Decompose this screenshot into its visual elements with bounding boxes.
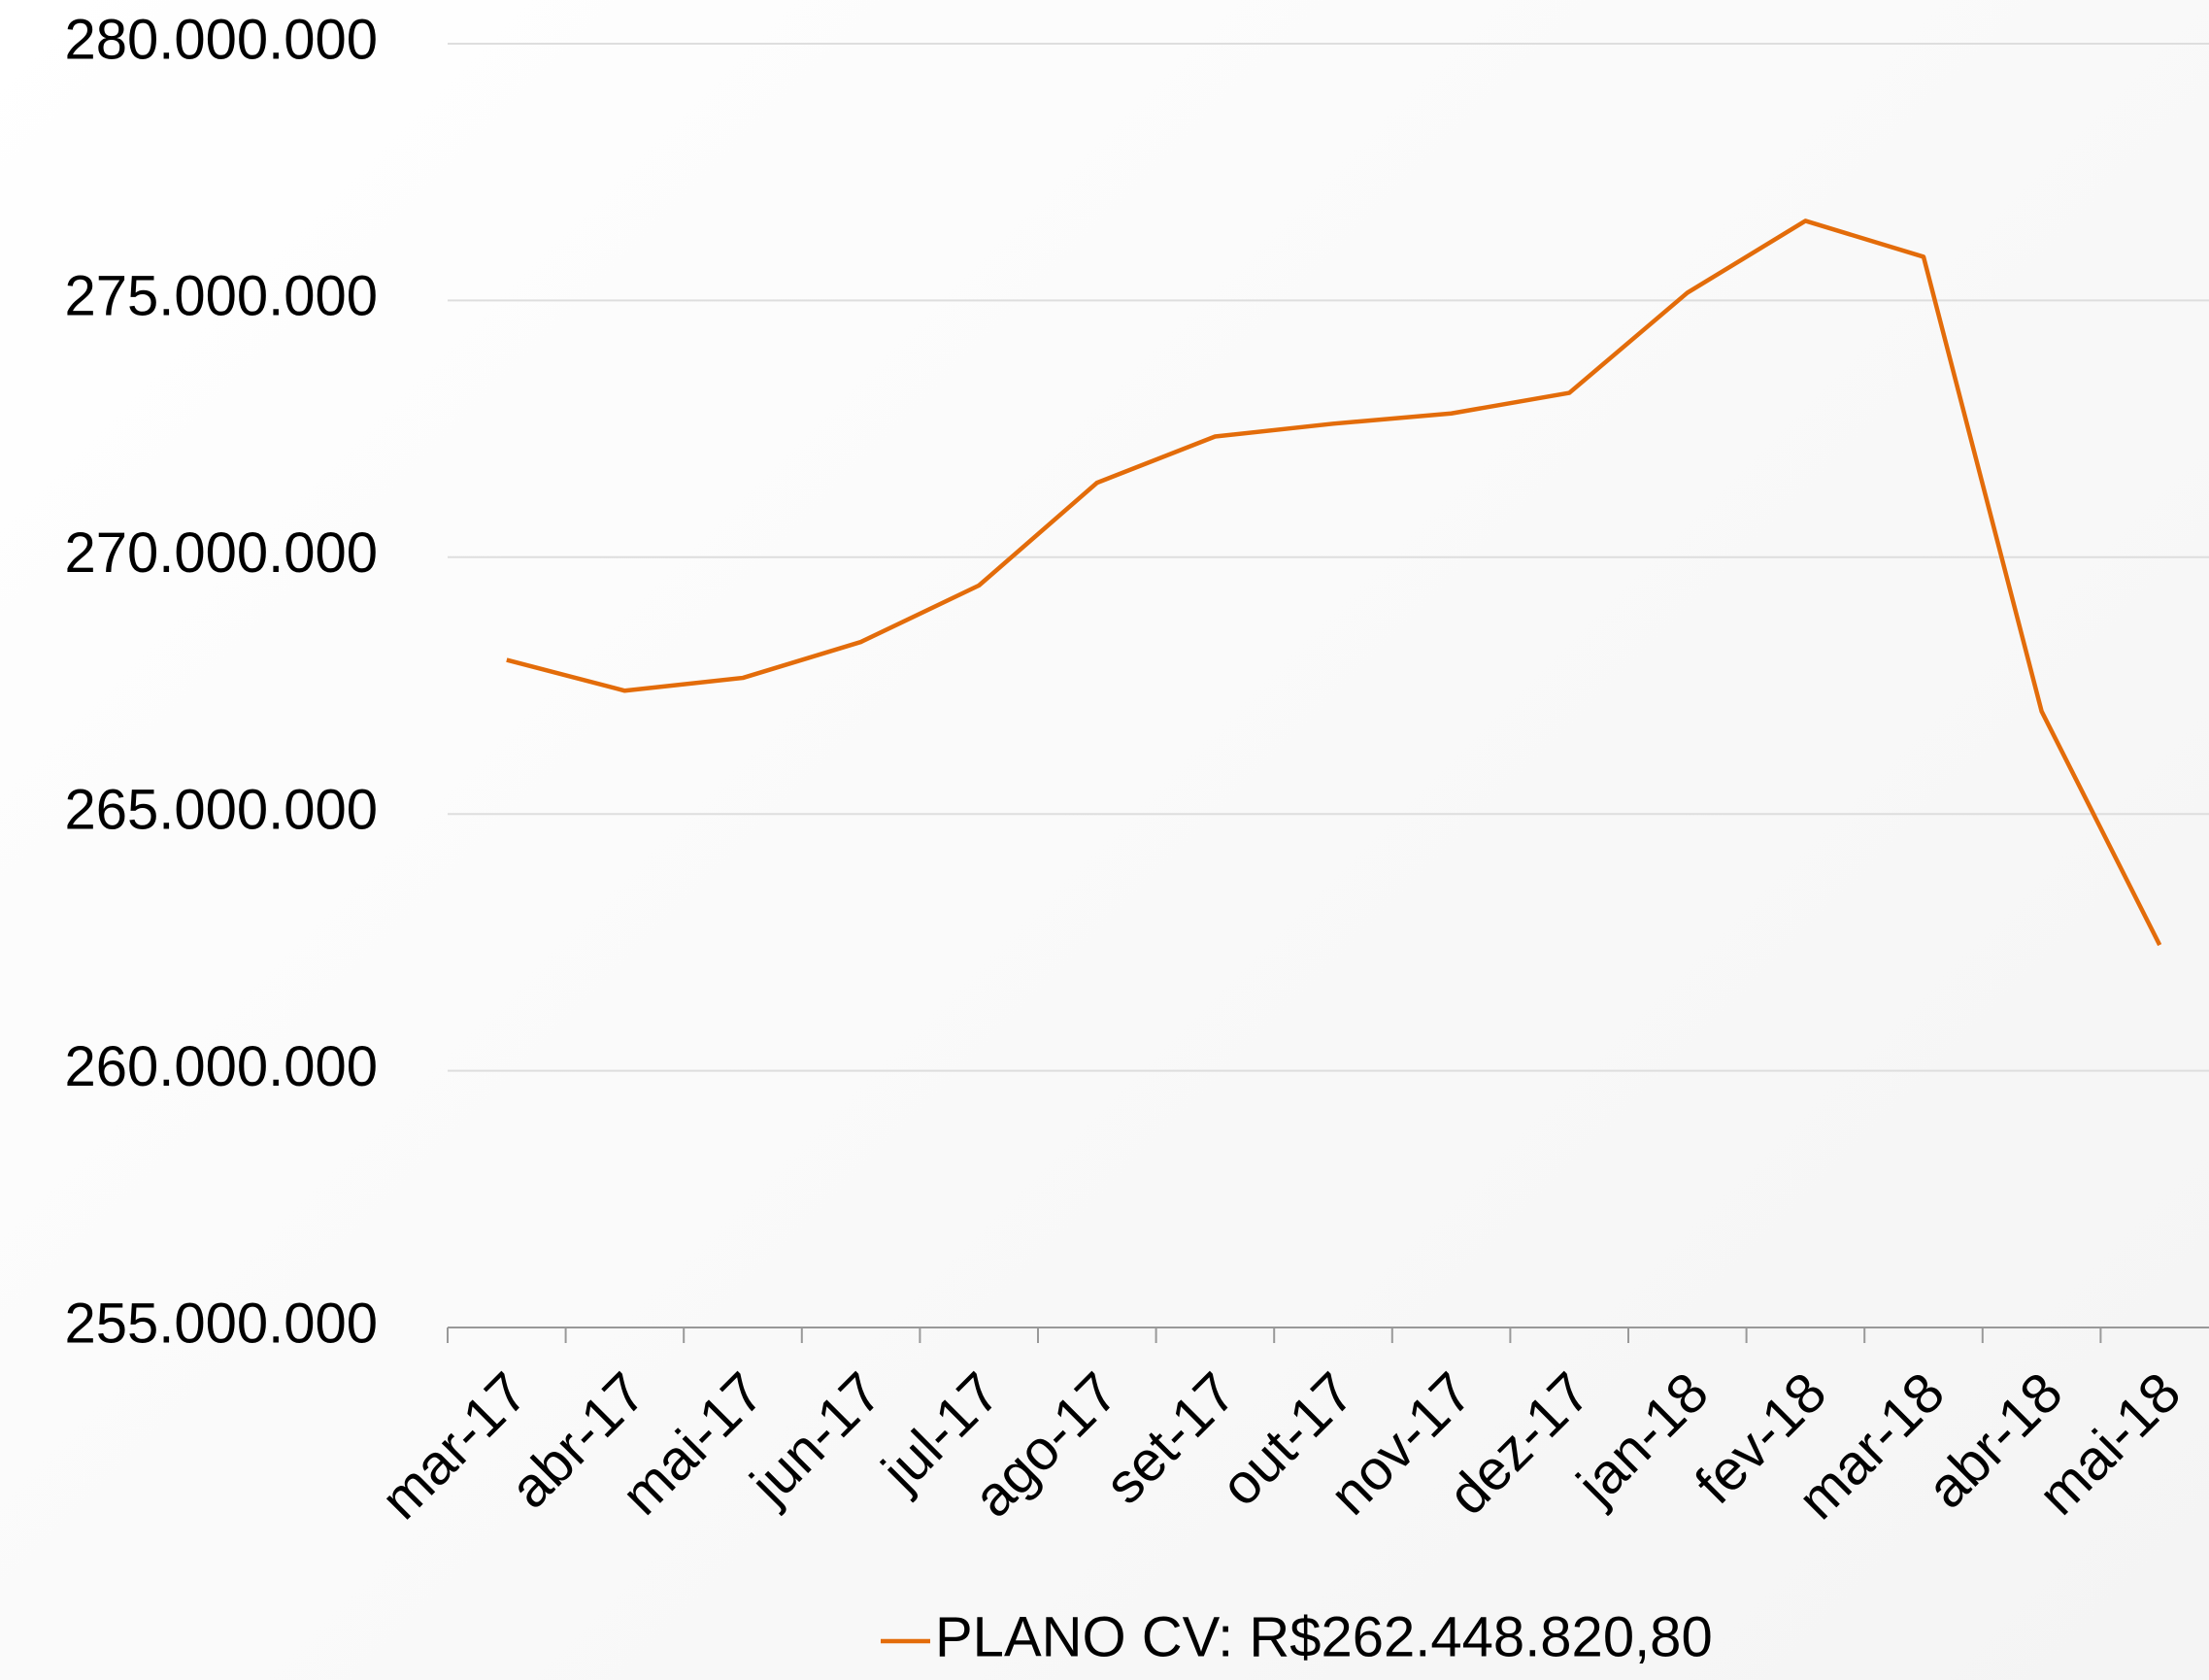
legend-label: PLANO CV: R$262.448.820,80 <box>935 1605 1713 1668</box>
y-tick-label: 255.000.000 <box>64 1292 378 1355</box>
x-tick-label: set-17 <box>1092 1361 1248 1516</box>
y-tick-label: 270.000.000 <box>64 521 378 585</box>
x-tick-label: mar-17 <box>369 1361 540 1531</box>
y-tick-label: 280.000.000 <box>64 8 378 71</box>
series-line <box>506 218 2162 947</box>
y-tick-label: 265.000.000 <box>64 779 378 842</box>
x-tick-label: jun-17 <box>737 1361 893 1517</box>
y-tick-label: 260.000.000 <box>64 1035 378 1098</box>
y-tick-label: 275.000.000 <box>64 265 378 328</box>
x-tick-label: jan-18 <box>1563 1361 1720 1517</box>
